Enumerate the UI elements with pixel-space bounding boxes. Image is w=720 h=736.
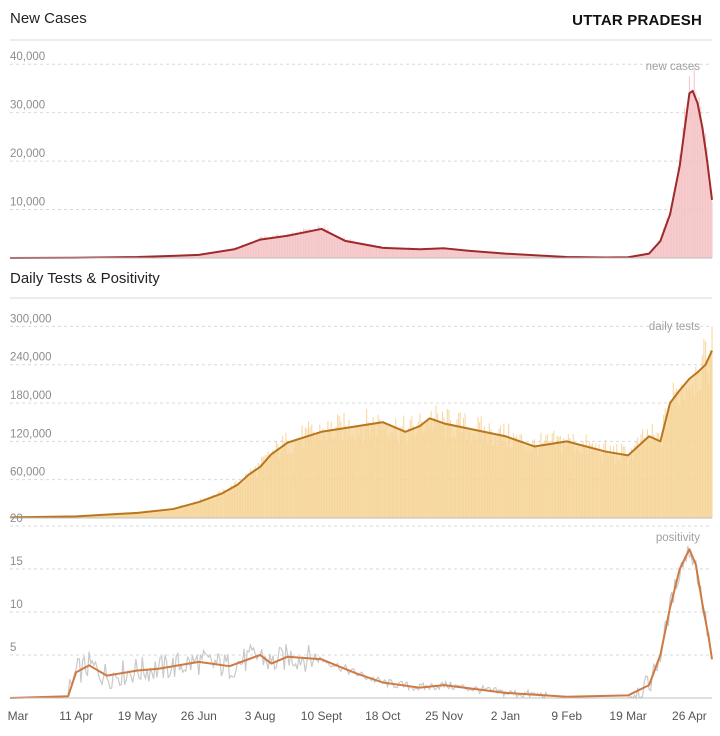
series-line xyxy=(9,350,713,519)
y-tick-label: 10,000 xyxy=(10,197,45,209)
y-tick-label: 15 xyxy=(10,556,23,568)
series-label: positivity xyxy=(656,532,700,544)
x-tick-label: 25 Nov xyxy=(425,709,463,723)
series-label: new cases xyxy=(646,61,701,73)
y-tick-label: 120,000 xyxy=(10,428,52,440)
daily-tests-chart: 60,000 120,000 180,000 240,000 300,000 daily … xyxy=(9,313,713,519)
y-tick-label: 40,000 xyxy=(10,51,45,63)
y-tick-label: 20 xyxy=(10,513,23,525)
state-label: UTTAR PRADESH xyxy=(572,12,702,29)
x-tick-label: 11 Apr xyxy=(59,709,93,723)
series-line xyxy=(9,548,713,699)
x-tick-label: 26 Apr xyxy=(672,709,707,723)
x-tick-label: 3 Aug xyxy=(245,709,276,723)
series-area xyxy=(10,350,712,518)
x-tick-label: Mar xyxy=(8,709,29,723)
x-tick-label: 26 Jun xyxy=(181,709,217,723)
x-tick-label: 19 Mar xyxy=(609,709,646,723)
x-tick-label: 18 Oct xyxy=(365,709,401,723)
y-tick-label: 60,000 xyxy=(10,467,45,479)
new-cases-chart: 10,000 20,000 30,000 40,000 new cases xyxy=(9,51,713,259)
y-tick-label: 10 xyxy=(10,599,23,611)
series-area xyxy=(10,90,712,258)
new-cases-title: New Cases xyxy=(10,10,87,27)
positivity-chart: 5 10 15 20 positivity xyxy=(9,513,713,700)
x-tick-label: 2 Jan xyxy=(491,709,520,723)
x-axis: Mar 11 Apr 19 May 26 Jun 3 Aug 10 Sept 18 Oct 2… xyxy=(8,709,707,723)
series-label: daily tests xyxy=(649,321,700,333)
y-tick-label: 300,000 xyxy=(10,313,52,325)
y-tick-label: 20,000 xyxy=(10,148,45,160)
series-line xyxy=(9,89,713,259)
y-tick-label: 180,000 xyxy=(10,390,52,402)
y-tick-label: 5 xyxy=(10,642,16,654)
x-tick-label: 19 May xyxy=(118,709,157,723)
tests-positivity-title: Daily Tests & Positivity xyxy=(10,270,160,287)
x-tick-label: 10 Sept xyxy=(301,709,343,723)
x-tick-label: 9 Feb xyxy=(551,709,582,723)
y-tick-label: 240,000 xyxy=(10,352,52,364)
y-tick-label: 30,000 xyxy=(10,100,45,112)
